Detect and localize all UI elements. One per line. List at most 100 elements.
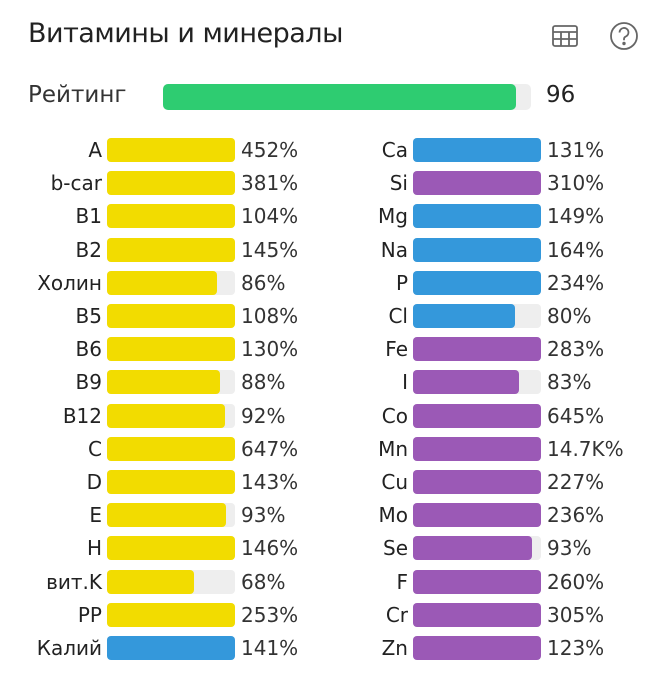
nutrient-value: 145% [241, 237, 299, 262]
nutrient-label: Mo [378, 503, 409, 528]
nutrient-value: 452% [241, 138, 299, 162]
nutrient-bar-fill [413, 171, 541, 196]
nutrient-label: B12 [62, 403, 102, 428]
nutrient-value: 86% [241, 270, 286, 295]
nutrient-value: 310% [547, 171, 605, 196]
nutrient-bar-fill [413, 304, 516, 328]
nutrient-value: 283% [547, 337, 605, 362]
nutrient-bar [413, 436, 541, 461]
nutrient-row: Se 93% [306, 536, 656, 561]
nutrient-value: 143% [241, 470, 299, 494]
nutrient-label: Cu [381, 470, 408, 494]
nutrient-bar-fill [413, 403, 541, 428]
nutrient-row: Si 310% [306, 171, 656, 196]
nutrient-label: вит.K [46, 569, 102, 594]
nutrient-label: Si [389, 171, 408, 196]
nutrient-bar-fill [413, 602, 541, 627]
nutrient-value: 234% [547, 270, 605, 295]
nutrient-row: P 234% [306, 270, 656, 295]
nutrient-bar [107, 204, 235, 229]
nutrient-bar [413, 171, 541, 196]
nutrient-bar [413, 536, 541, 561]
nutrient-bar-fill [413, 370, 520, 395]
nutrient-bar [107, 569, 235, 594]
nutrient-label: A [88, 138, 102, 162]
nutrient-row: Холин 86% [0, 270, 306, 295]
nutrient-bar-fill [107, 636, 235, 660]
nutrient-label: Co [381, 403, 408, 428]
nutrient-bar [413, 569, 541, 594]
nutrient-label: Mg [378, 204, 408, 229]
nutrient-value: 68% [241, 569, 286, 594]
nutrient-bar [413, 470, 541, 494]
nutrient-value: 104% [241, 204, 299, 229]
nutrient-value: 647% [241, 436, 299, 461]
nutrient-label: H [86, 536, 102, 561]
nutrient-label: Cl [388, 304, 408, 328]
nutrient-bar [107, 403, 235, 428]
nutrient-label: PP [77, 602, 102, 627]
nutrient-value: 236% [547, 503, 605, 528]
nutrient-row: Mn 14.7K% [306, 436, 656, 461]
nutrient-row: B2 145% [0, 237, 306, 262]
nutrient-row: B1 104% [0, 204, 306, 229]
rating-label: Рейтинг [28, 82, 127, 108]
nutrient-value: 149% [547, 204, 605, 229]
nutrient-label: Калий [36, 636, 102, 660]
nutrient-label: B6 [75, 337, 102, 362]
nutrient-row: Zn 123% [306, 636, 656, 660]
nutrient-bar [107, 304, 235, 328]
nutrient-label: Cr [385, 602, 408, 627]
nutrient-row: D 143% [0, 470, 306, 494]
table-icon[interactable] [551, 22, 581, 52]
nutrient-label: B5 [75, 304, 102, 328]
nutrient-label: Холин [37, 270, 102, 295]
nutrient-bar-fill [107, 171, 235, 196]
nutrient-bar [107, 237, 235, 262]
nutrient-value: 164% [547, 237, 605, 262]
panel-title: Витамины и минералы [28, 18, 343, 49]
nutrient-bar-fill [413, 337, 541, 362]
nutrient-label: I [402, 370, 408, 395]
nutrient-bar-fill [107, 337, 235, 362]
nutrient-bar-fill [413, 237, 541, 262]
nutrient-label: P [395, 270, 408, 295]
nutrient-row: PP 253% [0, 602, 306, 627]
nutrient-bar [107, 636, 235, 660]
nutrient-bar [107, 470, 235, 494]
nutrient-bar-fill [413, 270, 541, 295]
nutrient-value: 305% [547, 602, 605, 627]
nutrient-value: 93% [241, 503, 286, 528]
nutrient-bar-fill [413, 536, 533, 561]
nutrient-row: Mo 236% [306, 503, 656, 528]
nutrient-row: B6 130% [0, 337, 306, 362]
help-icon[interactable] [609, 22, 639, 52]
nutrient-bar-fill [107, 503, 227, 528]
nutrient-bar [413, 270, 541, 295]
nutrient-label: C [88, 436, 102, 461]
nutrient-value: 88% [241, 370, 286, 395]
nutrient-label: Mn [378, 436, 408, 461]
nutrient-row: I 83% [306, 370, 656, 395]
nutrient-bar-fill [107, 403, 225, 428]
nutrient-bar-fill [413, 470, 541, 494]
nutrient-row: вит.K 68% [0, 569, 306, 594]
nutrient-row: F 260% [306, 569, 656, 594]
nutrient-row: Cu 227% [306, 470, 656, 494]
nutrient-bar-fill [107, 204, 235, 229]
nutrient-value: 14.7K% [547, 436, 624, 461]
nutrient-row: Калий 141% [0, 636, 306, 660]
nutrient-value: 381% [241, 171, 299, 196]
nutrient-row: E 93% [0, 503, 306, 528]
nutrient-value: 260% [547, 569, 605, 594]
nutrient-value: 131% [547, 138, 605, 162]
nutrient-bar-fill [413, 569, 541, 594]
nutrient-bar [413, 204, 541, 229]
nutrient-bar [107, 503, 235, 528]
nutrient-row: B9 88% [0, 370, 306, 395]
nutrient-bar-fill [107, 536, 235, 561]
nutrient-bar-fill [107, 569, 195, 594]
rating-bar [163, 84, 531, 110]
nutrient-value: 141% [241, 636, 299, 660]
nutrient-bar [413, 138, 541, 162]
